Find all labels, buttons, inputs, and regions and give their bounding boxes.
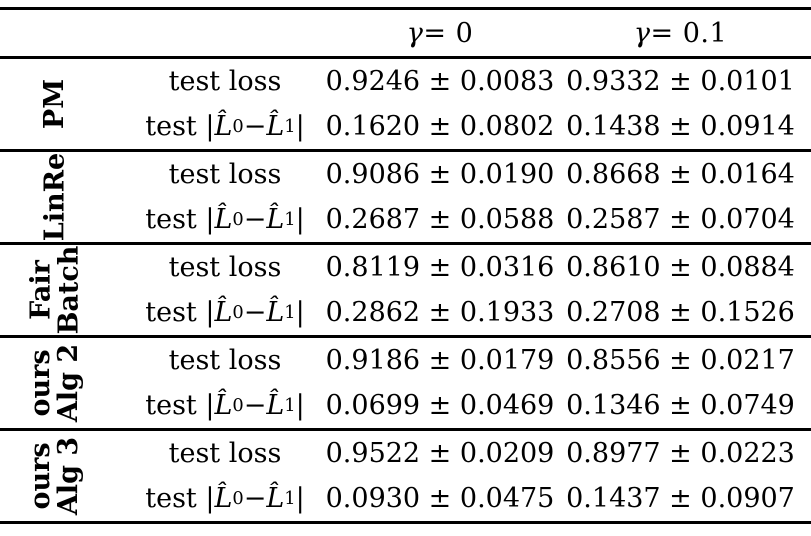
- L-hat-1: L̂: [266, 111, 285, 142]
- L-hat-0: L̂: [214, 483, 233, 514]
- value-ours-alg2-gap-gamma0: 0.0699 ± 0.0469: [325, 390, 555, 421]
- group-label-line2: Alg 2: [53, 343, 84, 423]
- group-label-fairbatch: Fair Batch: [0, 245, 110, 335]
- metric-label-test-gap: test | L̂ 0 − L̂ 1 |: [145, 297, 305, 328]
- metric-label-test-gap: test | L̂ 0 − L̂ 1 |: [145, 204, 305, 235]
- group-label-pm: PM: [0, 59, 110, 149]
- value-fairbatch-loss-gamma0.1: 0.8610 ± 0.0884: [566, 252, 795, 283]
- group-fairbatch: Fair Batch test loss 0.8119 ± 0.0316 0.8…: [0, 245, 811, 338]
- metric-label-test-gap: test | L̂ 0 − L̂ 1 |: [145, 483, 305, 514]
- group-label-rotated: ours Alg 2: [25, 343, 84, 423]
- group-label-linre: LinRe: [0, 152, 110, 242]
- metric-label-test-gap: test | L̂ 0 − L̂ 1 |: [145, 111, 305, 142]
- group-label-ours-alg3: ours Alg 3: [0, 431, 110, 521]
- table: γ = 0 γ = 0.1 PM test loss 0.9246 ± 0.00…: [0, 7, 811, 524]
- gamma-symbol: γ: [633, 17, 651, 49]
- group-ours-alg3: ours Alg 3 test loss 0.9522 ± 0.0209 0.8…: [0, 431, 811, 521]
- group-label-rotated: Fair Batch: [24, 245, 84, 335]
- col-header-gamma-0.1-value: = 0.1: [650, 17, 728, 49]
- col-header-gamma-0.1: γ = 0.1: [550, 10, 811, 56]
- col-header-empty-1: [0, 10, 110, 56]
- value-fairbatch-gap-gamma0.1: 0.2708 ± 0.1526: [566, 297, 795, 328]
- metric-label-test-loss: test loss: [168, 252, 282, 283]
- value-fairbatch-loss-gamma0: 0.8119 ± 0.0316: [325, 252, 555, 283]
- header-row: γ = 0 γ = 0.1: [0, 10, 811, 59]
- value-pm-loss-gamma0.1: 0.9332 ± 0.0101: [566, 66, 795, 97]
- col-header-gamma-0-value: = 0: [423, 17, 474, 49]
- metric-label-test-gap: test | L̂ 0 − L̂ 1 |: [145, 390, 305, 421]
- group-ours-alg2: ours Alg 2 test loss 0.9186 ± 0.0179 0.8…: [0, 338, 811, 431]
- group-label-line1: PM: [38, 78, 70, 130]
- value-linre-gap-gamma0.1: 0.2587 ± 0.0704: [566, 204, 795, 235]
- group-label-rotated: PM: [38, 78, 70, 130]
- group-label-line1: LinRe: [39, 152, 70, 242]
- col-header-gamma-0: γ = 0: [330, 10, 550, 56]
- gamma-symbol: γ: [406, 17, 424, 49]
- group-label-line2: Alg 3: [53, 436, 84, 516]
- group-label-line1: Fair: [24, 260, 56, 320]
- value-linre-loss-gamma0.1: 0.8668 ± 0.0164: [566, 159, 795, 190]
- value-linre-loss-gamma0: 0.9086 ± 0.0190: [325, 159, 555, 190]
- group-linre: LinRe test loss 0.9086 ± 0.0190 0.8668 ±…: [0, 152, 811, 245]
- group-pm: PM test loss 0.9246 ± 0.0083 0.9332 ± 0.…: [0, 59, 811, 152]
- group-label-line1: ours: [25, 442, 56, 510]
- group-label-rotated: ours Alg 3: [25, 436, 84, 516]
- value-ours-alg3-loss-gamma0.1: 0.8977 ± 0.0223: [566, 438, 795, 469]
- group-label-ours-alg2: ours Alg 2: [0, 338, 110, 428]
- value-ours-alg2-gap-gamma0.1: 0.1346 ± 0.0749: [566, 390, 795, 421]
- value-pm-gap-gamma0.1: 0.1438 ± 0.0914: [566, 111, 795, 142]
- value-ours-alg3-gap-gamma0: 0.0930 ± 0.0475: [325, 483, 555, 514]
- metric-label-test-loss: test loss: [168, 438, 282, 469]
- col-header-empty-2: [110, 10, 330, 56]
- value-pm-gap-gamma0: 0.1620 ± 0.0802: [325, 111, 555, 142]
- L-hat-1: L̂: [266, 483, 285, 514]
- L-hat-1: L̂: [266, 390, 285, 421]
- group-label-line1: ours: [25, 349, 56, 417]
- L-hat-0: L̂: [214, 297, 233, 328]
- metric-label-test-loss: test loss: [168, 66, 282, 97]
- group-label-line2: Batch: [52, 245, 84, 335]
- metric-label-test-loss: test loss: [168, 345, 282, 376]
- L-hat-0: L̂: [214, 390, 233, 421]
- value-ours-alg2-loss-gamma0.1: 0.8556 ± 0.0217: [566, 345, 795, 376]
- L-hat-0: L̂: [214, 111, 233, 142]
- group-label-rotated: LinRe: [39, 152, 70, 242]
- value-ours-alg2-loss-gamma0: 0.9186 ± 0.0179: [325, 345, 555, 376]
- L-hat-0: L̂: [214, 204, 233, 235]
- value-fairbatch-gap-gamma0: 0.2862 ± 0.1933: [325, 297, 555, 328]
- value-linre-gap-gamma0: 0.2687 ± 0.0588: [325, 204, 555, 235]
- L-hat-1: L̂: [266, 204, 285, 235]
- value-pm-loss-gamma0: 0.9246 ± 0.0083: [325, 66, 555, 97]
- L-hat-1: L̂: [266, 297, 285, 328]
- value-ours-alg3-loss-gamma0: 0.9522 ± 0.0209: [325, 438, 555, 469]
- value-ours-alg3-gap-gamma0.1: 0.1437 ± 0.0907: [566, 483, 795, 514]
- metric-label-test-loss: test loss: [168, 159, 282, 190]
